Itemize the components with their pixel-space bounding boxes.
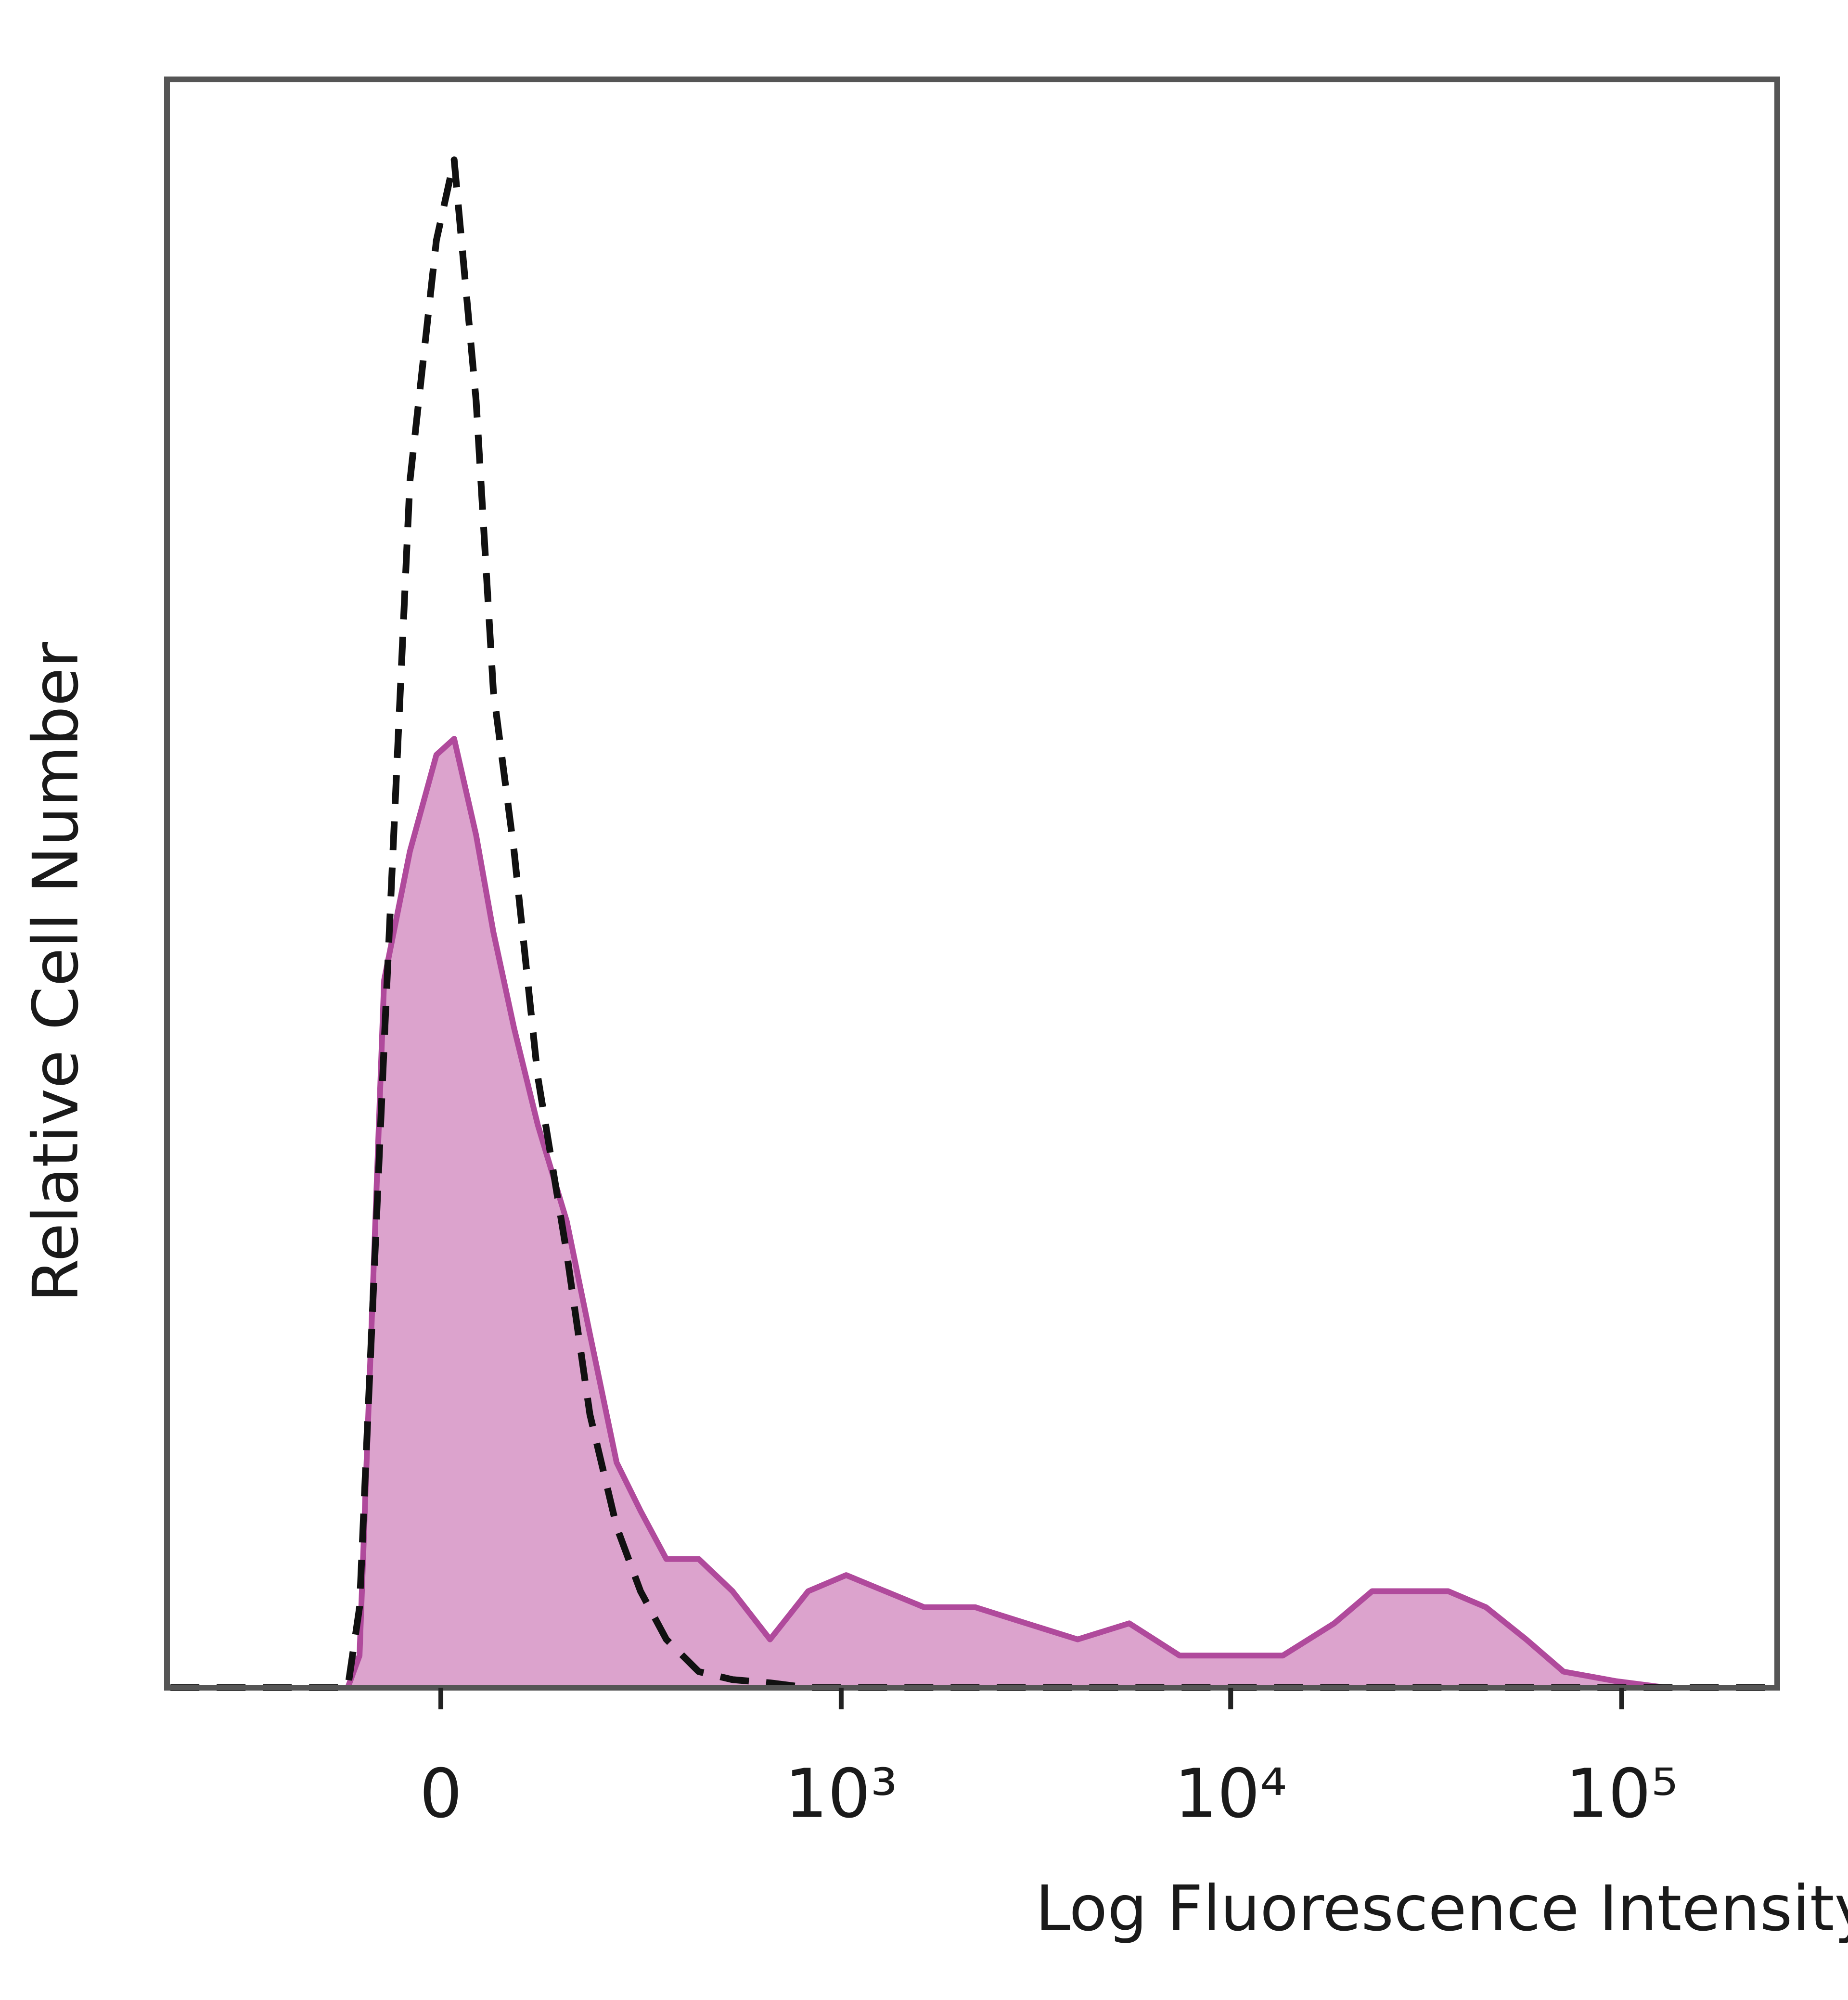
histogram-line [170, 736, 1771, 1691]
y-axis-title: Relative Cell Number [19, 641, 92, 1302]
x-tick-label: 10⁴ [1174, 1755, 1287, 1833]
x-tick-label: 10⁵ [1566, 1755, 1678, 1833]
plot-frame [164, 77, 1780, 1691]
x-tick-label: 10³ [785, 1755, 898, 1833]
histogram-area [170, 739, 1771, 1688]
plot-area [170, 156, 1771, 1691]
x-tick-label: 0 [419, 1755, 462, 1833]
x-axis-title: Log Fluorescence Intensity [1035, 1872, 1848, 1945]
